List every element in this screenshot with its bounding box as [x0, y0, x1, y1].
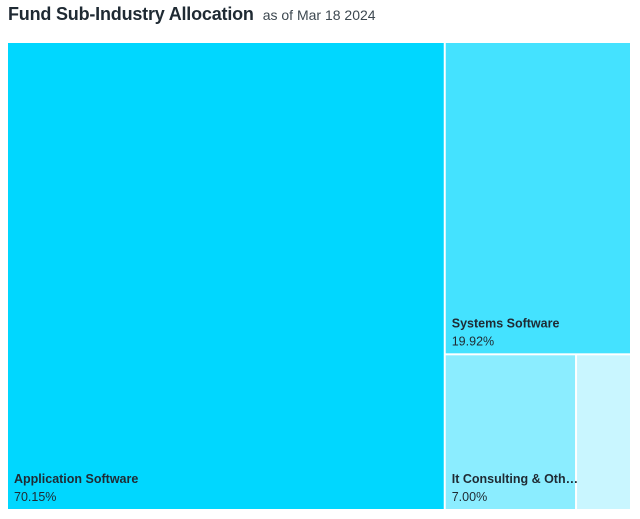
treemap-rect-application-software[interactable]	[8, 43, 444, 509]
treemap-rect-systems-software[interactable]	[445, 43, 630, 354]
treemap-cell-other[interactable]	[577, 355, 630, 509]
treemap-value-it-consulting-other-services: 7.00%	[452, 490, 487, 504]
treemap-cell-application-software[interactable]: Application Software 70.15%	[8, 43, 444, 509]
treemap-rect-other[interactable]	[577, 355, 630, 509]
treemap-svg: Application Software 70.15% Systems Softwa…	[8, 43, 630, 509]
chart-subtitle: as of Mar 18 2024	[262, 7, 376, 23]
treemap-value-application-software: 70.15%	[14, 490, 56, 504]
treemap-label-systems-software: Systems Software	[452, 316, 560, 330]
treemap-value-systems-software: 19.92%	[452, 334, 494, 348]
treemap-rect-it-consulting-other-services[interactable]	[445, 355, 576, 509]
chart-title: Fund Sub-Industry Allocation	[8, 4, 254, 24]
treemap-chart: Application Software 70.15% Systems Softwa…	[8, 43, 632, 511]
chart-header: Fund Sub-Industry Allocation as of Mar 1…	[8, 4, 376, 30]
treemap-cell-it-consulting-other-services[interactable]: It Consulting & Oth… 7.00%	[445, 355, 578, 509]
treemap-label-application-software: Application Software	[14, 472, 138, 486]
treemap-cell-systems-software[interactable]: Systems Software 19.92%	[445, 43, 630, 354]
treemap-label-it-consulting-other-services: It Consulting & Oth…	[452, 472, 578, 486]
